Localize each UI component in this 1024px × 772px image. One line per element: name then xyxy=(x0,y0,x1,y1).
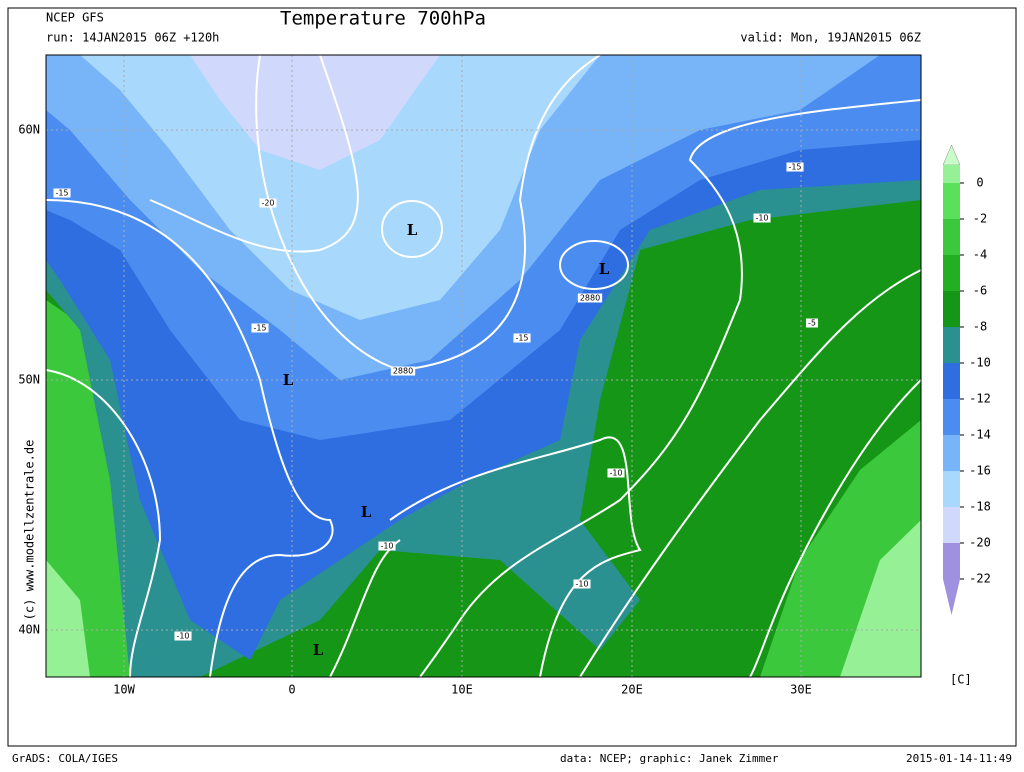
contour-label: -15 xyxy=(515,334,528,343)
contour-label-bg xyxy=(753,213,771,223)
map-border xyxy=(45,54,922,678)
footer-left: GrADS: COLA/IGES xyxy=(12,752,118,765)
lon-label: 10E xyxy=(451,683,473,697)
contour xyxy=(579,269,921,677)
contour xyxy=(46,199,334,677)
footer-center: data: NCEP; graphic: Janek Zimmer xyxy=(560,752,779,765)
copyright: (c) www.modellzentrale.de xyxy=(23,440,37,621)
low-marker: L xyxy=(361,503,372,521)
contour-label: 2880 xyxy=(580,294,600,303)
colorbar-label: 0 xyxy=(976,176,983,190)
colorbar-label: -8 xyxy=(973,320,987,334)
run: run: 14JAN2015 06Z +120h xyxy=(46,31,219,45)
colorbar-segment xyxy=(943,507,960,543)
contour-label: -20 xyxy=(261,199,274,208)
colorbar-segment xyxy=(943,363,960,399)
model: NCEP GFS xyxy=(46,11,104,25)
lat-label: 60N xyxy=(18,123,40,137)
colorbar-segment xyxy=(943,183,960,219)
contour-label: -5 xyxy=(808,319,816,328)
contour xyxy=(46,369,162,677)
low-marker: L xyxy=(283,371,294,389)
lon-label: 10W xyxy=(113,683,135,697)
colorbar-label: -16 xyxy=(969,464,991,478)
contour-label-bg xyxy=(378,541,396,551)
colorbar-bottom xyxy=(943,579,960,615)
colorbar: 0 -2 -4 -6 -8 -10 -12 -14 -16 -18 -20 -22 xyxy=(942,144,991,615)
colorbar-segment xyxy=(943,219,960,255)
contour-label: -15 xyxy=(253,324,266,333)
colorbar-label: -2 xyxy=(973,212,987,226)
valid: valid: Mon, 19JAN2015 06Z xyxy=(740,31,921,45)
footer-right: 2015-01-14-11:49 xyxy=(906,752,1012,765)
map-labels: 60N 50N 40N 10W 0 10E 20E 30E -15 -20 -15 -15 -15 -10… xyxy=(18,123,818,697)
colorbar-segment xyxy=(943,291,960,327)
colorbar-label: -14 xyxy=(969,428,991,442)
colorbar-segment xyxy=(943,435,960,471)
colorbar-label: -10 xyxy=(969,356,991,370)
colorbar-label: -4 xyxy=(973,248,987,262)
colorbar-segment xyxy=(943,471,960,507)
colorbar-segment xyxy=(943,399,960,435)
contour-label: -10 xyxy=(380,542,393,551)
contour-label: -10 xyxy=(755,214,768,223)
colorbar-label: -20 xyxy=(969,536,991,550)
low-marker: L xyxy=(313,641,324,659)
contour-label-bg xyxy=(259,198,277,208)
contour xyxy=(381,200,443,258)
contour xyxy=(559,240,629,290)
contour-label: -10 xyxy=(176,632,189,641)
contour-label-bg xyxy=(174,631,192,641)
contour-label-bg xyxy=(573,579,591,589)
map xyxy=(46,55,921,677)
contour xyxy=(149,55,359,253)
contour-label: -10 xyxy=(575,580,588,589)
contour xyxy=(419,99,921,677)
field xyxy=(46,560,90,677)
colorbar-label: -6 xyxy=(973,284,987,298)
contour-label: -15 xyxy=(788,163,801,172)
colorbar-label: -12 xyxy=(969,392,991,406)
field xyxy=(80,55,600,320)
contour xyxy=(749,379,921,677)
contour-label-bg xyxy=(607,468,625,478)
unit: [C] xyxy=(950,673,972,687)
field xyxy=(190,55,440,170)
contour-label-bg xyxy=(390,366,416,376)
contour-label-bg xyxy=(251,323,269,333)
lon-label: 0 xyxy=(288,683,295,697)
colorbar-label: -18 xyxy=(969,500,991,514)
colorbar-segment xyxy=(943,327,960,363)
contour-label-bg xyxy=(806,318,818,328)
graticule xyxy=(46,55,921,677)
contour xyxy=(389,436,642,677)
title: Temperature 700hPa xyxy=(280,8,486,30)
contour-label-bg xyxy=(513,333,531,343)
colorbar-label: -22 xyxy=(969,572,991,586)
contour xyxy=(255,55,601,372)
low-marker: L xyxy=(599,260,610,278)
colorbar-segment xyxy=(943,255,960,291)
contour-label: 2880 xyxy=(393,367,413,376)
lon-label: 30E xyxy=(790,683,812,697)
colorbar-segment xyxy=(943,543,960,579)
contour-label-bg xyxy=(53,188,71,198)
low-marker: L xyxy=(407,221,418,239)
lat-label: 40N xyxy=(18,623,40,637)
contour-label-bg xyxy=(786,162,804,172)
field xyxy=(840,520,921,677)
lon-label: 20E xyxy=(621,683,643,697)
colorbar-segment xyxy=(943,165,960,183)
contour-label: -15 xyxy=(55,189,68,198)
contour-label: -10 xyxy=(609,469,622,478)
lat-label: 50N xyxy=(18,373,40,387)
contour-label-bg xyxy=(577,293,603,303)
